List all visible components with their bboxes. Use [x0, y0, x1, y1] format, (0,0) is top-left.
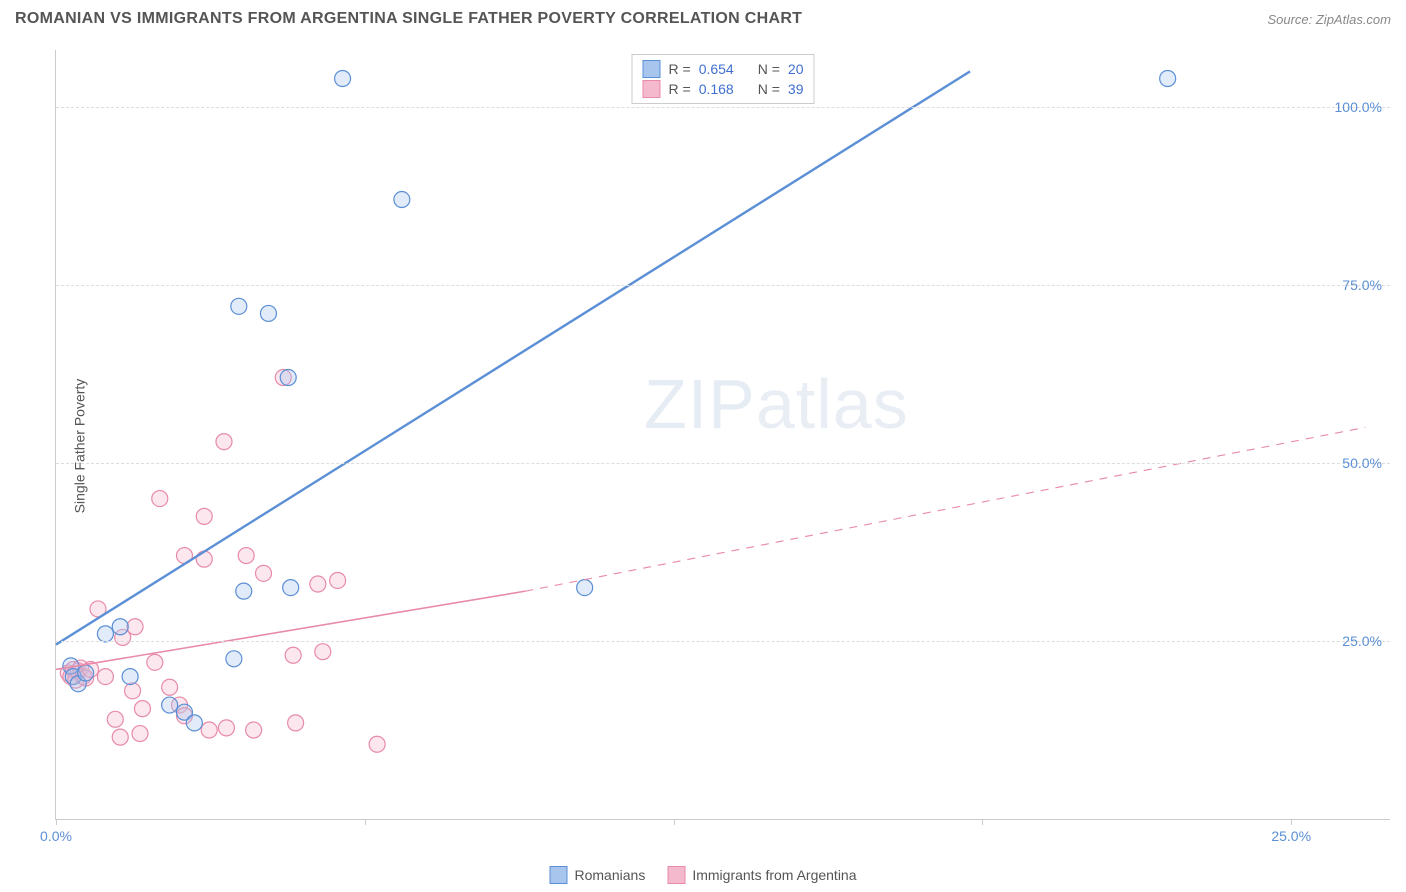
legend-r-label: R = [669, 61, 691, 77]
scatter-point [310, 576, 326, 592]
swatch-argentina-bottom [667, 866, 685, 884]
scatter-point [231, 298, 247, 314]
trend-line-dashed [525, 427, 1365, 591]
legend-item-argentina: Immigrants from Argentina [667, 866, 856, 884]
scatter-point [280, 370, 296, 386]
scatter-point [112, 729, 128, 745]
chart-container: ROMANIAN VS IMMIGRANTS FROM ARGENTINA SI… [0, 0, 1406, 892]
chart-svg [56, 50, 1390, 819]
legend-r-value-1: 0.168 [699, 81, 734, 97]
legend-r-label: R = [669, 81, 691, 97]
xtick [56, 819, 57, 825]
ytick-label: 50.0% [1342, 455, 1382, 471]
xtick-minor [982, 819, 983, 825]
scatter-point [97, 626, 113, 642]
gridline-h [56, 107, 1390, 108]
scatter-point [315, 644, 331, 660]
scatter-point [97, 669, 113, 685]
scatter-point [78, 665, 94, 681]
xtick [674, 819, 675, 825]
legend-n-label: N = [758, 61, 780, 77]
xtick-minor [365, 819, 366, 825]
scatter-point [285, 647, 301, 663]
scatter-point [260, 305, 276, 321]
gridline-h [56, 641, 1390, 642]
scatter-point [125, 683, 141, 699]
scatter-point [152, 491, 168, 507]
scatter-point [122, 669, 138, 685]
scatter-point [218, 720, 234, 736]
trend-line [56, 71, 970, 644]
legend-r-value-0: 0.654 [699, 61, 734, 77]
legend-correlation: R = 0.654 N = 20 R = 0.168 N = 39 [632, 54, 815, 104]
scatter-point [335, 70, 351, 86]
scatter-point [112, 619, 128, 635]
scatter-point [201, 722, 217, 738]
legend-row-argentina: R = 0.168 N = 39 [643, 79, 804, 99]
ytick-label: 100.0% [1335, 99, 1382, 115]
scatter-point [330, 572, 346, 588]
title-bar: ROMANIAN VS IMMIGRANTS FROM ARGENTINA SI… [15, 10, 1391, 28]
scatter-point [147, 654, 163, 670]
xtick-label: 0.0% [40, 828, 72, 844]
plot-area: ZIPatlas R = 0.654 N = 20 R = 0.168 N = … [55, 50, 1390, 820]
scatter-point [246, 722, 262, 738]
scatter-point [283, 580, 299, 596]
ytick-label: 75.0% [1342, 277, 1382, 293]
legend-n-value-1: 39 [788, 81, 804, 97]
scatter-point [577, 580, 593, 596]
scatter-point [196, 551, 212, 567]
legend-n-label: N = [758, 81, 780, 97]
xtick [1291, 819, 1292, 825]
scatter-point [162, 697, 178, 713]
scatter-point [134, 701, 150, 717]
scatter-point [196, 508, 212, 524]
scatter-point [186, 715, 202, 731]
swatch-romanians [643, 60, 661, 78]
legend-row-romanians: R = 0.654 N = 20 [643, 59, 804, 79]
scatter-point [369, 736, 385, 752]
scatter-point [1160, 70, 1176, 86]
source-label: Source: [1267, 12, 1315, 27]
source-value: ZipAtlas.com [1316, 12, 1391, 27]
chart-title: ROMANIAN VS IMMIGRANTS FROM ARGENTINA SI… [15, 10, 802, 28]
source-attribution: Source: ZipAtlas.com [1267, 12, 1391, 27]
legend-label-argentina: Immigrants from Argentina [692, 867, 856, 883]
xtick-label: 25.0% [1271, 828, 1311, 844]
scatter-point [107, 711, 123, 727]
scatter-point [236, 583, 252, 599]
scatter-point [127, 619, 143, 635]
gridline-h [56, 285, 1390, 286]
scatter-point [226, 651, 242, 667]
scatter-point [216, 434, 232, 450]
swatch-romanians-bottom [550, 866, 568, 884]
scatter-point [256, 565, 272, 581]
scatter-point [132, 726, 148, 742]
legend-label-romanians: Romanians [575, 867, 646, 883]
swatch-argentina [643, 80, 661, 98]
scatter-point [288, 715, 304, 731]
scatter-point [394, 192, 410, 208]
legend-bottom: Romanians Immigrants from Argentina [550, 866, 857, 884]
legend-item-romanians: Romanians [550, 866, 646, 884]
ytick-label: 25.0% [1342, 633, 1382, 649]
legend-n-value-0: 20 [788, 61, 804, 77]
scatter-point [162, 679, 178, 695]
scatter-point [238, 548, 254, 564]
gridline-h [56, 463, 1390, 464]
